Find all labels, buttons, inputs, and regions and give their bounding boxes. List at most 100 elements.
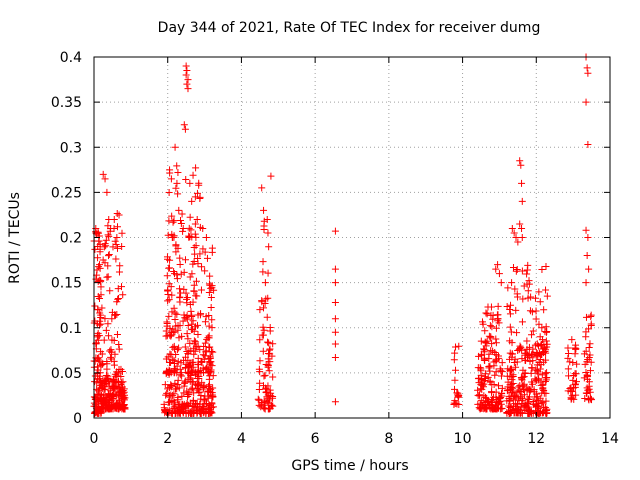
data-point — [503, 397, 511, 405]
data-point — [166, 166, 174, 174]
data-point — [586, 367, 594, 375]
data-point — [506, 396, 514, 404]
data-point — [175, 344, 183, 352]
data-point — [486, 362, 494, 370]
data-point — [262, 295, 270, 303]
data-point — [176, 261, 184, 269]
data-point — [504, 378, 512, 386]
data-point — [119, 395, 127, 403]
data-point — [107, 346, 115, 354]
data-point — [506, 310, 514, 318]
data-point — [99, 256, 107, 264]
data-point — [487, 303, 495, 311]
data-point — [581, 394, 589, 402]
data-point — [170, 405, 178, 413]
data-point — [184, 321, 192, 329]
data-point — [492, 265, 500, 273]
data-point — [174, 169, 182, 177]
data-point — [487, 334, 495, 342]
data-point — [168, 308, 176, 316]
data-point — [191, 403, 199, 411]
data-point — [180, 121, 188, 129]
data-point — [542, 356, 550, 364]
data-point — [167, 175, 175, 183]
data-point — [118, 283, 126, 291]
data-point — [113, 244, 121, 252]
x-tick-label: 0 — [90, 431, 99, 447]
data-point — [486, 400, 494, 408]
data-point — [195, 181, 203, 189]
data-point — [534, 409, 542, 417]
data-point — [109, 395, 117, 403]
data-point — [181, 363, 189, 371]
data-point — [506, 323, 514, 331]
data-point — [177, 270, 185, 278]
data-point — [165, 264, 173, 272]
data-point — [177, 220, 185, 228]
data-point — [188, 320, 196, 328]
data-point — [183, 330, 191, 338]
data-point — [498, 384, 506, 392]
data-point — [197, 286, 205, 294]
data-point — [205, 343, 213, 351]
data-point — [266, 345, 274, 353]
y-tick-labels: 0 0.05 0.1 0.15 0.2 0.25 0.3 0.35 0.4 — [51, 50, 82, 427]
data-point — [101, 315, 109, 323]
data-point — [525, 398, 533, 406]
data-point — [517, 374, 525, 382]
data-point — [518, 267, 526, 275]
data-point — [186, 233, 194, 241]
data-point — [169, 355, 177, 363]
data-point — [204, 334, 212, 342]
data-point — [477, 337, 485, 345]
data-point — [265, 339, 273, 347]
data-point — [175, 206, 183, 214]
data-point — [172, 248, 180, 256]
data-point — [181, 125, 189, 133]
data-point — [186, 179, 194, 187]
data-point — [171, 379, 179, 387]
data-point — [585, 265, 593, 273]
data-point — [180, 389, 188, 397]
data-point — [564, 344, 572, 352]
data-point — [201, 267, 209, 275]
data-point — [514, 383, 522, 391]
data-point — [572, 380, 580, 388]
data-point — [258, 184, 266, 192]
data-point — [164, 286, 172, 294]
data-point — [173, 162, 181, 170]
data-point — [96, 261, 104, 269]
data-point — [533, 393, 541, 401]
data-point — [170, 345, 178, 353]
data-point — [167, 383, 175, 391]
data-point — [528, 378, 536, 386]
data-point — [474, 386, 482, 394]
data-point — [521, 349, 529, 357]
data-point — [94, 243, 102, 251]
data-point — [537, 351, 545, 359]
data-point — [177, 217, 185, 225]
data-point — [542, 262, 550, 270]
data-point — [187, 408, 195, 416]
data-point — [331, 354, 339, 362]
data-point — [584, 375, 592, 383]
data-point — [528, 331, 536, 339]
data-point — [166, 256, 174, 264]
y-tick-label: 0.1 — [60, 321, 82, 337]
data-point — [108, 336, 116, 344]
data-point — [178, 332, 186, 340]
data-points — [90, 53, 596, 417]
data-point — [517, 343, 525, 351]
data-point — [487, 347, 495, 355]
data-point — [262, 389, 270, 397]
data-point — [580, 350, 588, 358]
data-point — [263, 313, 271, 321]
data-point — [264, 355, 272, 363]
data-point — [566, 384, 574, 392]
data-point — [96, 248, 104, 256]
data-point — [268, 352, 276, 360]
data-point — [91, 302, 99, 310]
data-point — [582, 333, 590, 341]
data-point — [165, 188, 173, 196]
data-point — [256, 306, 264, 314]
